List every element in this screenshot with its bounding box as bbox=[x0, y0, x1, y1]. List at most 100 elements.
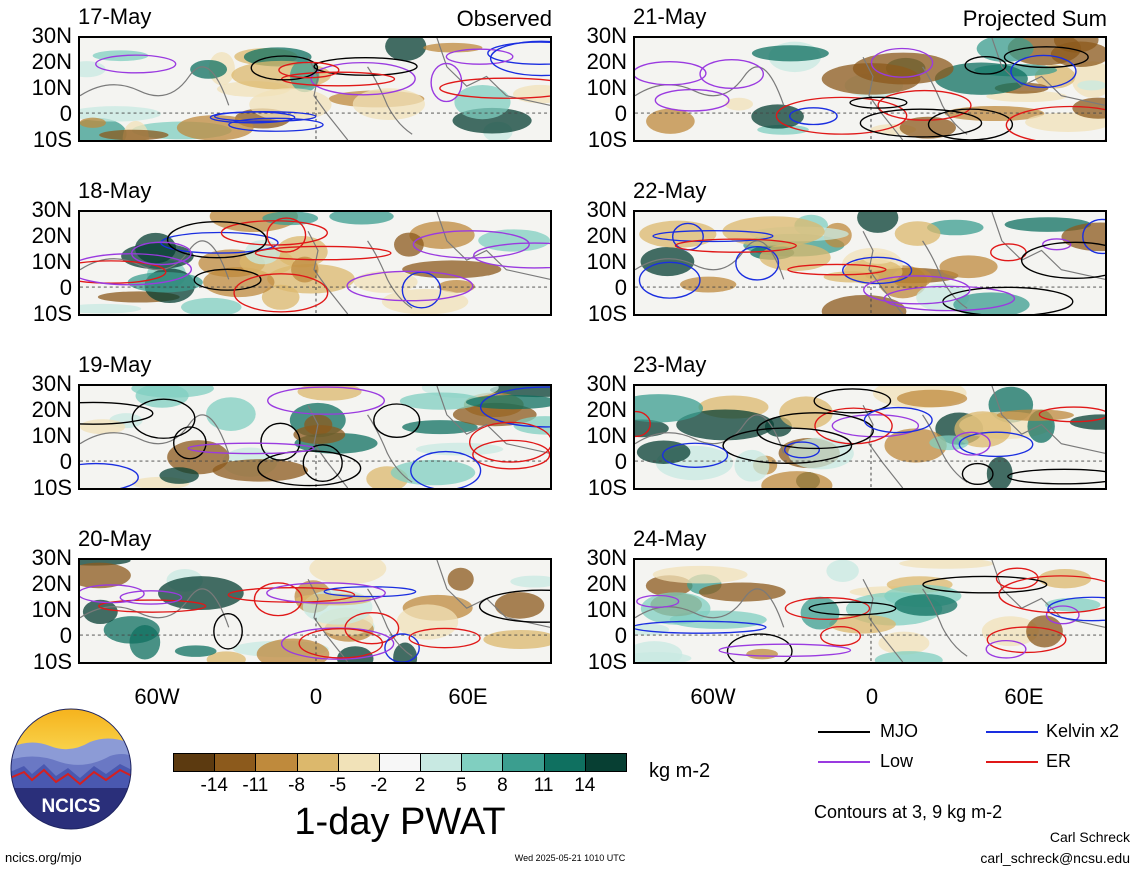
lat-label: 30N bbox=[586, 23, 627, 48]
lon-label-0: 0 bbox=[865, 684, 879, 709]
pwat-anomaly-blob bbox=[852, 52, 954, 85]
colorbar-tick-label: 11 bbox=[533, 775, 554, 796]
footer-url[interactable]: ncics.org/mjo bbox=[5, 850, 82, 865]
pwat-anomaly-blob bbox=[261, 284, 300, 310]
contour-line bbox=[951, 431, 991, 456]
pwat-anomaly-blob bbox=[159, 467, 199, 484]
pwat-anomaly-blob bbox=[1072, 97, 1105, 119]
lat-label: 20N bbox=[586, 223, 627, 248]
lat-label: 10S bbox=[587, 301, 627, 326]
contour-line bbox=[95, 54, 177, 74]
panel-title: Projected Sum bbox=[962, 6, 1107, 31]
contour-line bbox=[638, 261, 701, 299]
colorbar-swatch bbox=[461, 753, 504, 772]
lat-label: 0 bbox=[59, 101, 72, 126]
pwat-anomaly-blob bbox=[129, 625, 161, 660]
lat-label: 0 bbox=[59, 623, 72, 648]
pwat-anomaly-blob bbox=[80, 562, 131, 589]
colorbar-swatch bbox=[337, 753, 380, 772]
contour-line bbox=[661, 442, 729, 468]
pwat-anomaly-blob bbox=[135, 386, 189, 408]
legend-mjo-label: MJO bbox=[880, 721, 918, 741]
contour-line bbox=[280, 627, 395, 660]
lat-label: 20N bbox=[586, 397, 627, 422]
map-panel bbox=[78, 558, 552, 664]
contour-line bbox=[227, 587, 356, 603]
pwat-anomaly-blob bbox=[976, 38, 1034, 63]
pwat-anomaly-blob bbox=[996, 409, 1074, 421]
contour-line bbox=[469, 421, 550, 463]
contour-line bbox=[209, 111, 296, 124]
colorbar-swatch bbox=[584, 753, 627, 772]
panel-date: 19-May bbox=[78, 352, 152, 377]
contour-line bbox=[472, 439, 550, 470]
contour-line bbox=[298, 628, 384, 659]
lat-label: 10N bbox=[586, 249, 627, 274]
pwat-anomaly-blob bbox=[652, 565, 748, 584]
contour-line bbox=[130, 241, 192, 266]
lat-label: 0 bbox=[59, 449, 72, 474]
pwat-anomaly-blob bbox=[510, 575, 550, 588]
lon-label-60w: 60W bbox=[134, 684, 180, 709]
pwat-anomaly-blob bbox=[635, 394, 704, 423]
colorbar-swatch bbox=[255, 753, 298, 772]
contour-line bbox=[863, 406, 933, 434]
pwat-anomaly-blob bbox=[878, 631, 930, 655]
contour-line bbox=[228, 117, 324, 132]
contour-line bbox=[820, 626, 862, 647]
legend-low-label: Low bbox=[880, 751, 914, 771]
contour-line bbox=[233, 273, 329, 313]
lat-label: 0 bbox=[614, 101, 627, 126]
contour-line bbox=[430, 62, 463, 103]
contour-line bbox=[1045, 605, 1080, 625]
pwat-anomaly-blob bbox=[206, 651, 246, 662]
contour-line bbox=[98, 599, 207, 613]
footer-email[interactable]: carl_schreck@ncsu.edu bbox=[980, 850, 1130, 866]
pwat-anomaly-blob bbox=[635, 419, 669, 438]
contour-line bbox=[883, 285, 1016, 312]
pwat-anomaly-blob bbox=[454, 84, 511, 120]
coastline bbox=[80, 38, 550, 140]
pwat-anomaly-blob bbox=[646, 108, 695, 134]
contour-line bbox=[775, 96, 908, 135]
pwat-anomaly-blob bbox=[954, 411, 1012, 448]
colorbar-tick-label: 14 bbox=[574, 775, 596, 796]
lon-label-60e: 60E bbox=[1004, 684, 1044, 709]
pwat-anomaly-blob bbox=[829, 614, 896, 634]
contour-line bbox=[131, 398, 196, 439]
contour-line bbox=[1007, 468, 1105, 485]
lon-label-60e: 60E bbox=[448, 684, 488, 709]
contour-line bbox=[1020, 241, 1105, 279]
contour-line bbox=[961, 462, 994, 486]
pwat-anomaly-blob bbox=[393, 642, 418, 662]
contour-line bbox=[831, 414, 920, 438]
pwat-anomaly-blob bbox=[676, 409, 775, 441]
lat-label: 10N bbox=[31, 75, 72, 100]
footer-timestamp: Wed 2025-05-21 1010 UTC bbox=[514, 853, 626, 863]
contour-line bbox=[266, 582, 386, 604]
pwat-anomaly-blob bbox=[447, 567, 474, 591]
contour-line bbox=[260, 422, 301, 461]
contour-line bbox=[253, 582, 303, 617]
pwat-anomaly-blob bbox=[99, 129, 169, 140]
contour-line bbox=[998, 575, 1105, 614]
map-panel bbox=[78, 36, 552, 142]
colorbar-swatch bbox=[296, 753, 339, 772]
contour-line bbox=[412, 230, 530, 259]
lat-label: 30N bbox=[31, 545, 72, 570]
lat-label: 20N bbox=[31, 49, 72, 74]
pwat-anomaly-blob bbox=[513, 84, 550, 104]
panel-date: 22-May bbox=[633, 178, 707, 203]
contour-line bbox=[173, 426, 207, 460]
contour-line bbox=[80, 260, 167, 284]
contour-line bbox=[278, 61, 340, 79]
lat-label: 30N bbox=[586, 371, 627, 396]
contour-line bbox=[986, 626, 1067, 654]
pwat-anomaly-blob bbox=[927, 219, 984, 236]
lat-label: 10S bbox=[587, 127, 627, 152]
contour-line bbox=[267, 386, 386, 415]
pwat-anomaly-blob bbox=[746, 648, 778, 660]
contour-line bbox=[674, 238, 797, 253]
pwat-anomaly-blob bbox=[329, 212, 394, 225]
contour-line bbox=[808, 601, 897, 616]
